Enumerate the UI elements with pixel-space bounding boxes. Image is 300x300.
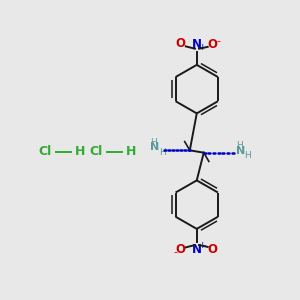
Text: +: + [198, 241, 206, 250]
Text: -: - [216, 37, 220, 46]
Text: H: H [126, 145, 136, 158]
Text: Cl: Cl [89, 145, 103, 158]
Text: H: H [159, 148, 166, 157]
Text: -: - [174, 247, 178, 257]
Text: N: N [192, 243, 202, 256]
Text: +: + [198, 43, 206, 52]
Text: H: H [75, 145, 85, 158]
Text: O: O [176, 243, 185, 256]
Text: O: O [208, 243, 218, 256]
Text: Cl: Cl [38, 145, 52, 158]
Text: N: N [150, 142, 159, 152]
Text: O: O [208, 38, 218, 51]
Text: O: O [176, 38, 185, 50]
Text: H: H [150, 138, 156, 147]
Text: N: N [192, 38, 202, 51]
Text: H: H [236, 141, 243, 150]
Text: H: H [244, 151, 251, 160]
Text: N: N [236, 146, 245, 156]
